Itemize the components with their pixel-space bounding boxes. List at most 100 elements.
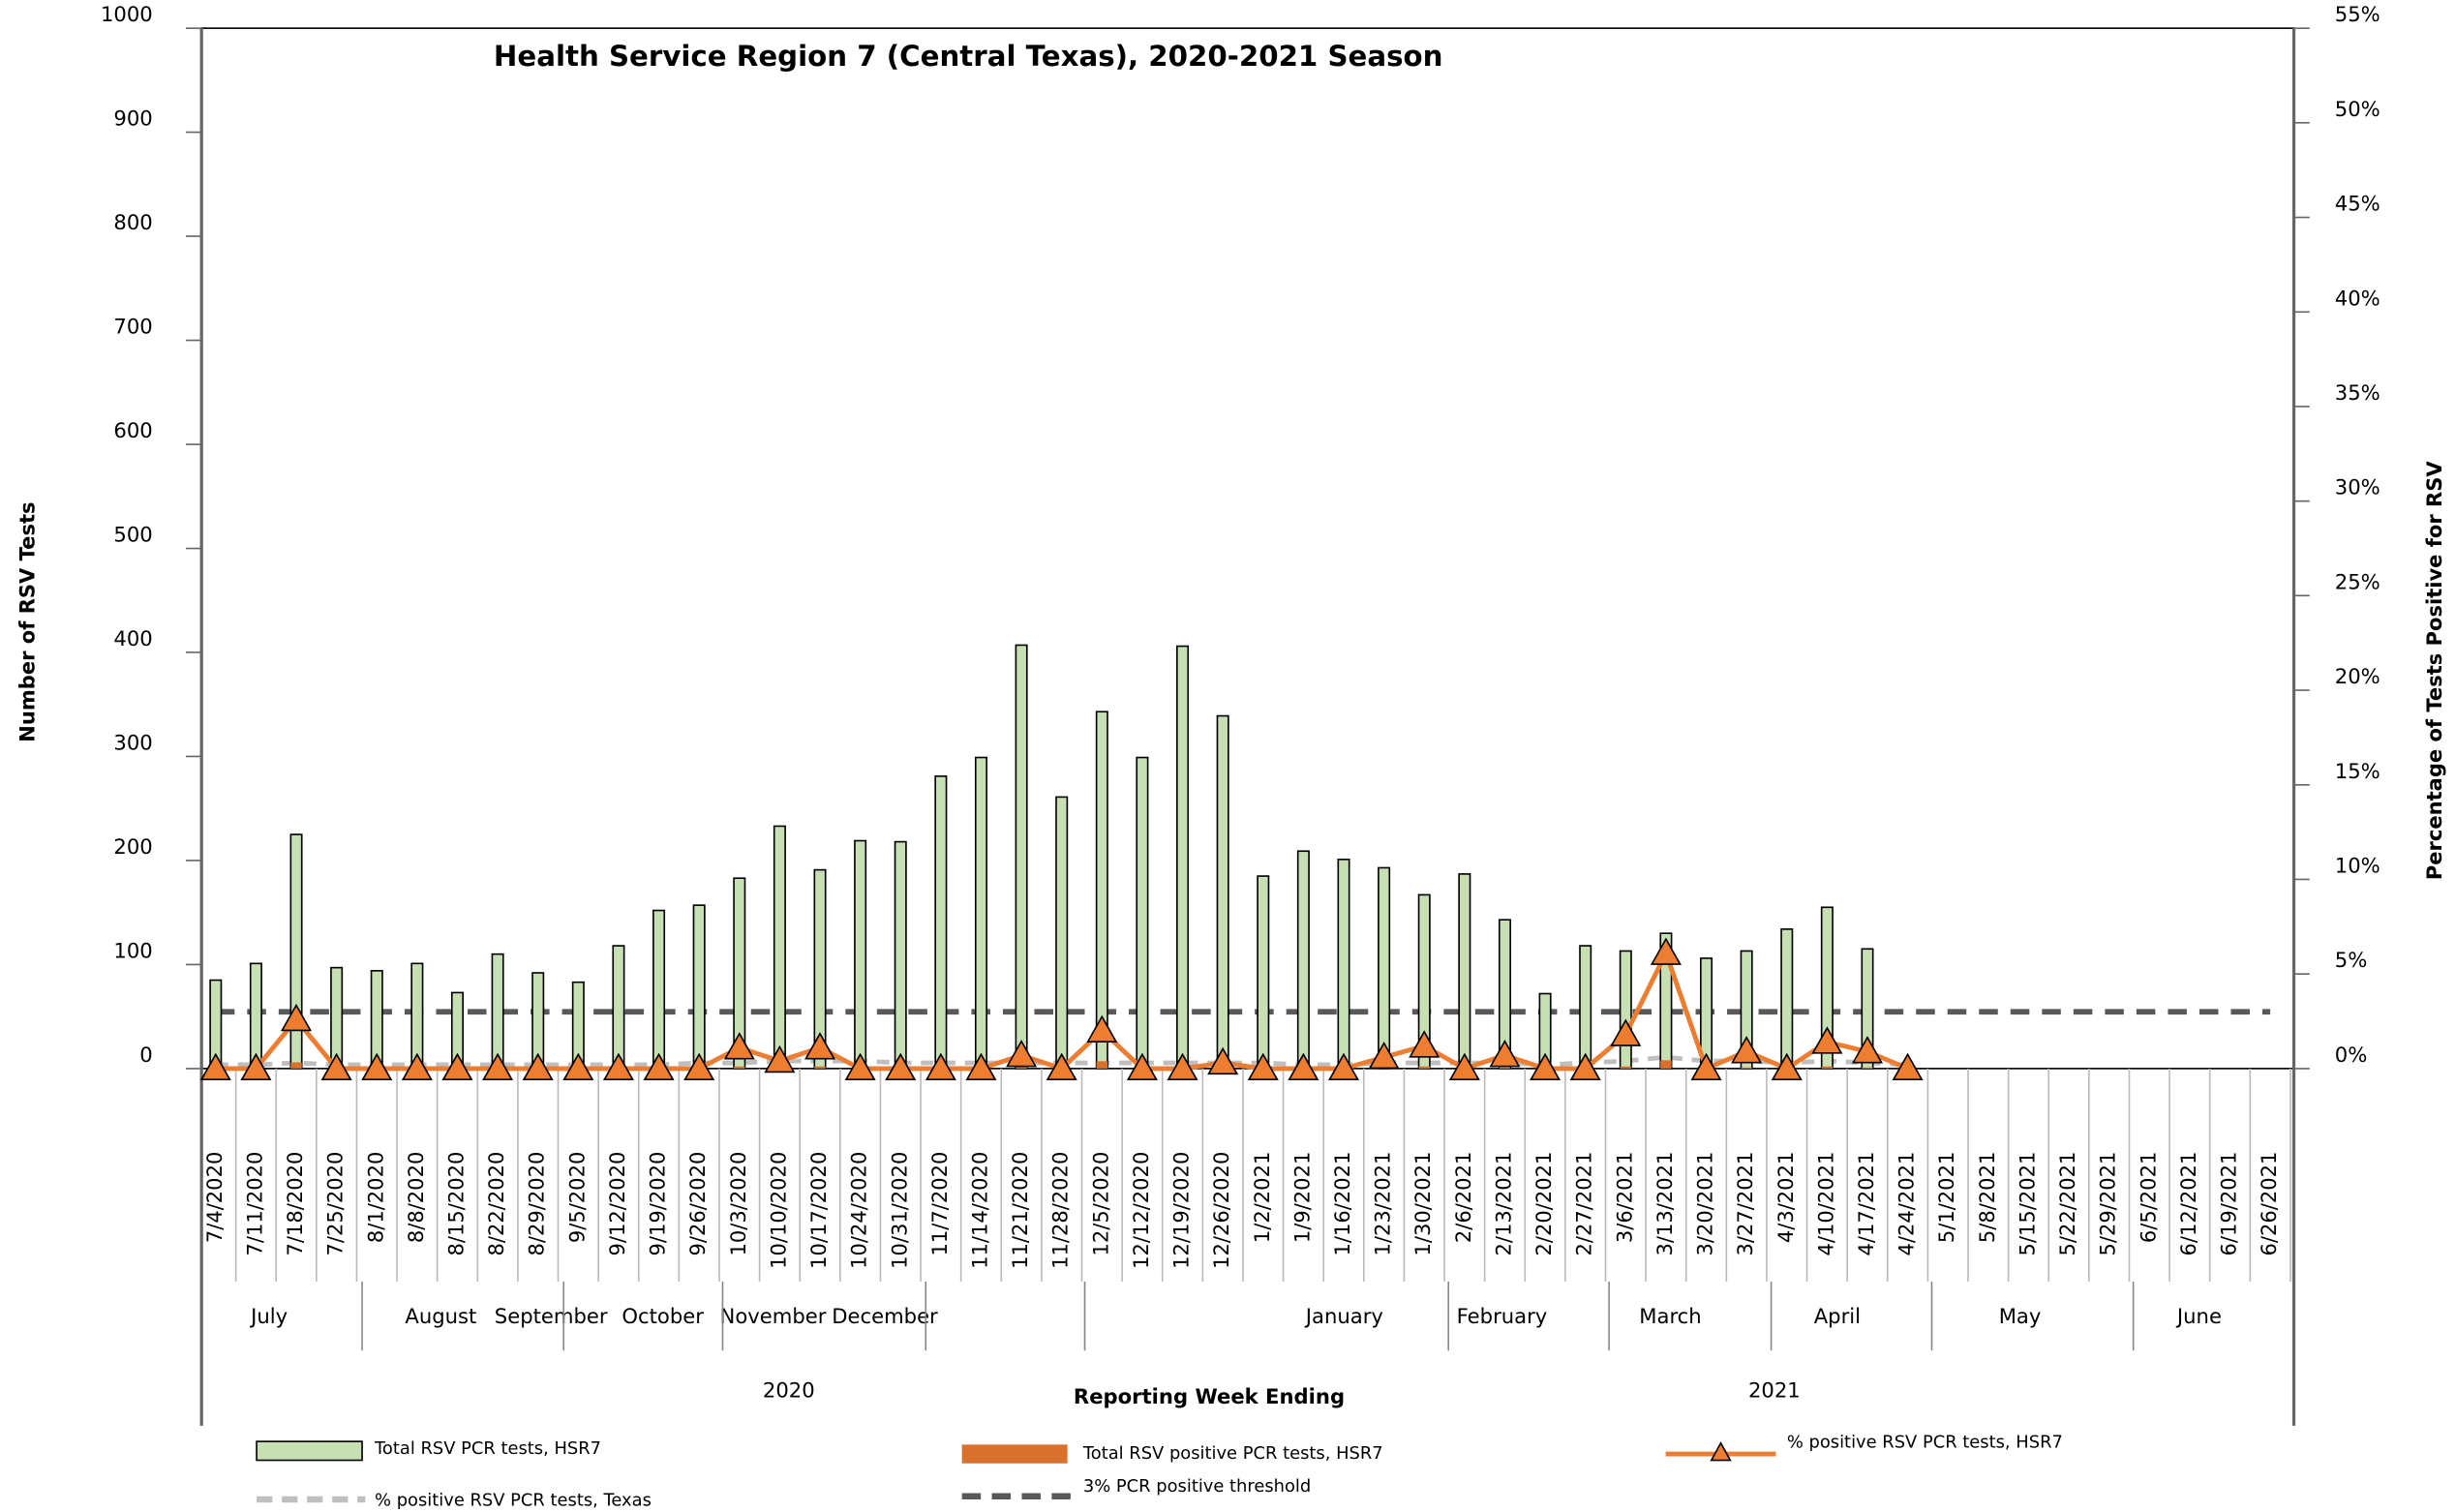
marker [1892, 1052, 1924, 1081]
x-tick-label: 10/3/2020 [726, 1152, 750, 1256]
y2-tick-label: 0% [2335, 1043, 2368, 1067]
bar [290, 1062, 302, 1069]
x-tick-label: 9/26/2020 [685, 1152, 710, 1256]
x-tick-label: 12/5/2020 [1088, 1152, 1112, 1256]
x-tick-label: 12/12/2020 [1129, 1152, 1153, 1269]
marker [643, 1052, 675, 1081]
marker [1288, 1052, 1319, 1081]
x-tick-label: 6/5/2021 [2136, 1152, 2160, 1243]
y-tick-label: 200 [113, 834, 152, 859]
marker [1489, 1039, 1521, 1068]
marker [482, 1052, 514, 1081]
marker [1368, 1041, 1400, 1070]
bar [1296, 850, 1310, 1070]
year-label: 2021 [1748, 1377, 1801, 1402]
marker [1731, 1036, 1763, 1064]
bar [692, 904, 706, 1070]
month-label: June [2175, 1304, 2222, 1328]
x-tick-label: 6/26/2021 [2257, 1152, 2281, 1256]
marker [281, 1003, 313, 1032]
month-label: May [1999, 1304, 2042, 1328]
x-tick-label: 12/19/2020 [1169, 1152, 1194, 1269]
legend-label: % positive RSV PCR tests, HSR7 [1787, 1433, 2063, 1453]
marker [723, 1032, 755, 1060]
legend-swatch [961, 1444, 1068, 1464]
legend-label: % positive RSV PCR tests, Texas [375, 1491, 652, 1511]
marker [1167, 1052, 1198, 1081]
x-tick-label: 1/30/2021 [1410, 1152, 1435, 1256]
y-tick-label: 100 [113, 938, 152, 962]
x-tick-label: 11/28/2020 [1048, 1152, 1073, 1269]
marker [562, 1052, 594, 1081]
bar [1620, 1066, 1631, 1069]
marker [441, 1052, 473, 1081]
x-tick-label: 5/15/2021 [2015, 1152, 2039, 1256]
month-label: November [720, 1304, 827, 1328]
bar [1660, 1060, 1672, 1069]
marker [1811, 1026, 1843, 1054]
x-tick-label: 2/6/2021 [1451, 1152, 1475, 1243]
x-tick-label: 2/27/2021 [1572, 1152, 1596, 1256]
x-tick-label: 10/17/2020 [806, 1152, 831, 1269]
marker [602, 1052, 634, 1081]
marker [1126, 1052, 1158, 1081]
marker [199, 1052, 231, 1081]
marker [1530, 1052, 1562, 1081]
x-tick-label: 9/5/2020 [564, 1152, 589, 1243]
x-tick-label: 2/13/2021 [1491, 1152, 1515, 1256]
marker [1851, 1036, 1884, 1064]
chart-body: Health Service Region 7 (Central Texas),… [15, 2, 2446, 1510]
y2-tick-label: 5% [2335, 948, 2368, 972]
bar [491, 953, 504, 1070]
month-label: July [249, 1304, 288, 1328]
x-tick-label: 5/22/2021 [2055, 1152, 2079, 1256]
x-tick-label: 4/10/2021 [1813, 1152, 1837, 1256]
marker [1046, 1052, 1077, 1081]
y-tick-label: 700 [113, 315, 152, 339]
y2-tick-label: 55% [2335, 2, 2380, 26]
year-label: 2020 [763, 1377, 815, 1402]
bar [1821, 1066, 1834, 1069]
bar [814, 1066, 826, 1069]
x-tick-label: 5/29/2021 [2096, 1152, 2120, 1256]
bar [974, 756, 987, 1070]
month-label: January [1304, 1304, 1383, 1328]
bar [1741, 1067, 1752, 1069]
marker [925, 1052, 956, 1081]
y-tick-label: 300 [113, 731, 152, 755]
bar [1337, 859, 1350, 1070]
x-tick-label: 3/13/2021 [1652, 1152, 1677, 1256]
legend-label: Total RSV PCR tests, HSR7 [374, 1438, 601, 1459]
month-label: August [405, 1304, 476, 1328]
y2-tick-label: 40% [2335, 286, 2380, 310]
chart-title: Health Service Region 7 (Central Texas),… [494, 40, 1443, 73]
y2-tick-label: 25% [2335, 569, 2380, 593]
bar [1216, 714, 1229, 1070]
x-tick-label: 11/21/2020 [1008, 1152, 1032, 1269]
x-tick-label: 5/1/2021 [1934, 1152, 1958, 1243]
bar [1176, 645, 1190, 1070]
y-tick-label: 600 [113, 418, 152, 442]
marker [804, 1032, 836, 1060]
marker [683, 1052, 715, 1081]
marker [240, 1052, 272, 1081]
x-tick-label: 8/15/2020 [443, 1152, 468, 1256]
marker [1448, 1052, 1480, 1081]
y-tick-label: 400 [113, 626, 152, 650]
x-tick-label: 4/17/2021 [1854, 1152, 1878, 1256]
legend-marker [1710, 1441, 1732, 1462]
marker [1569, 1052, 1601, 1081]
x-axis-label: Reporting Week Ending [1074, 1384, 1345, 1408]
bar [934, 775, 948, 1070]
x-tick-label: 11/7/2020 [927, 1152, 952, 1256]
legend-label: 3% PCR positive threshold [1083, 1476, 1311, 1497]
month-label: March [1639, 1304, 1701, 1328]
y2-tick-label: 50% [2335, 97, 2380, 121]
marker [1610, 1018, 1642, 1046]
x-tick-label: 1/9/2021 [1289, 1152, 1314, 1243]
y2-tick-label: 20% [2335, 664, 2380, 688]
y2-tick-label: 35% [2335, 380, 2380, 405]
y-axis-label: Number of RSV Tests [15, 501, 39, 741]
x-tick-label: 7/25/2020 [323, 1152, 348, 1256]
